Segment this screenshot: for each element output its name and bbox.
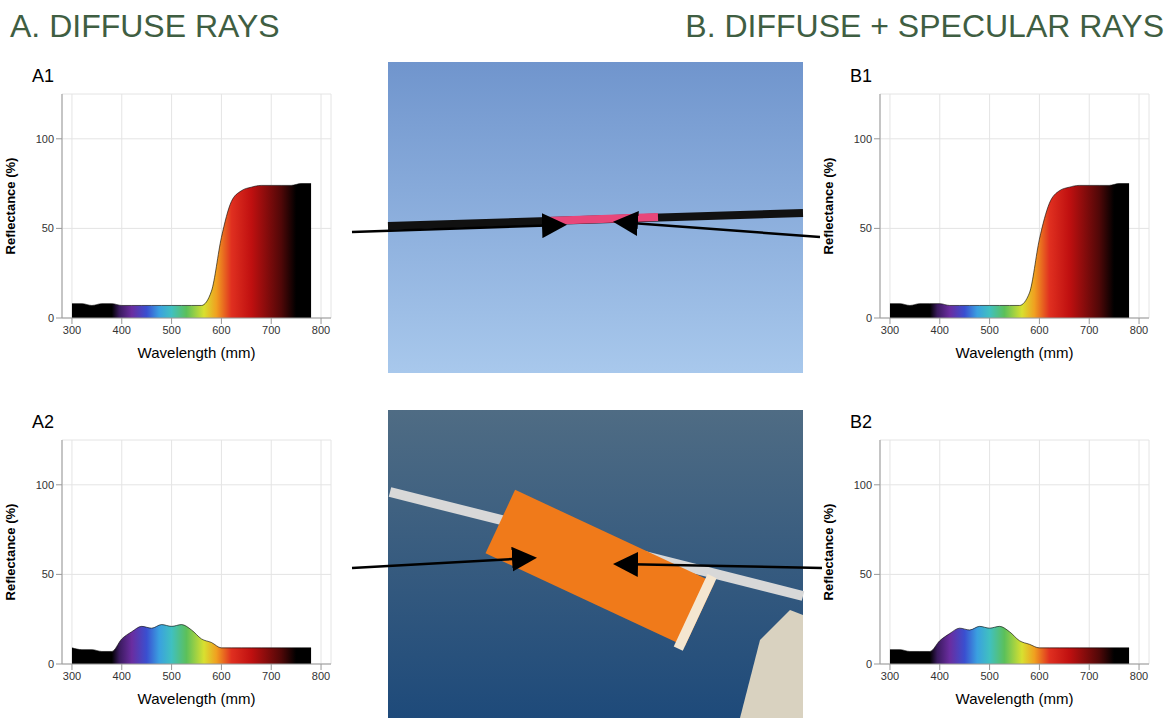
svg-text:Wavelength (mm): Wavelength (mm) bbox=[956, 344, 1074, 361]
svg-text:50: 50 bbox=[860, 222, 872, 234]
svg-text:100: 100 bbox=[854, 133, 872, 145]
svg-text:500: 500 bbox=[980, 324, 998, 336]
html-text:A1: A1 bbox=[32, 66, 54, 86]
svg-text:0: 0 bbox=[48, 312, 54, 324]
html-text:B2: B2 bbox=[850, 412, 872, 432]
svg-text:700: 700 bbox=[262, 324, 280, 336]
svg-text:300: 300 bbox=[881, 324, 899, 336]
svg-text:Reflectance (%): Reflectance (%) bbox=[821, 158, 836, 255]
svg-text:400: 400 bbox=[931, 324, 949, 336]
svg-text:100: 100 bbox=[36, 133, 54, 145]
svg-text:300: 300 bbox=[63, 670, 81, 682]
svg-text:Reflectance (%): Reflectance (%) bbox=[821, 504, 836, 601]
svg-text:0: 0 bbox=[866, 658, 872, 670]
svg-text:Reflectance (%): Reflectance (%) bbox=[3, 504, 18, 601]
svg-text:700: 700 bbox=[1080, 670, 1098, 682]
svg-text:800: 800 bbox=[312, 324, 330, 336]
svg-text:500: 500 bbox=[162, 324, 180, 336]
svg-text:600: 600 bbox=[212, 670, 230, 682]
svg-text:50: 50 bbox=[42, 222, 54, 234]
svg-text:Wavelength (mm): Wavelength (mm) bbox=[138, 690, 256, 707]
svg-text:800: 800 bbox=[1130, 324, 1148, 336]
svg-text:500: 500 bbox=[980, 670, 998, 682]
html-text:A. DIFFUSE RAYS: A. DIFFUSE RAYS bbox=[10, 8, 280, 44]
svg-text:800: 800 bbox=[1130, 670, 1148, 682]
html-text:A2: A2 bbox=[32, 412, 54, 432]
svg-text:300: 300 bbox=[881, 670, 899, 682]
svg-text:50: 50 bbox=[860, 568, 872, 580]
svg-text:0: 0 bbox=[866, 312, 872, 324]
svg-text:500: 500 bbox=[162, 670, 180, 682]
svg-text:600: 600 bbox=[1030, 670, 1048, 682]
svg-text:Reflectance (%): Reflectance (%) bbox=[3, 158, 18, 255]
svg-text:600: 600 bbox=[1030, 324, 1048, 336]
svg-text:100: 100 bbox=[854, 479, 872, 491]
svg-text:400: 400 bbox=[113, 324, 131, 336]
svg-text:600: 600 bbox=[212, 324, 230, 336]
svg-text:800: 800 bbox=[312, 670, 330, 682]
html-text:B1: B1 bbox=[850, 66, 872, 86]
svg-text:0: 0 bbox=[48, 658, 54, 670]
svg-text:100: 100 bbox=[36, 479, 54, 491]
svg-text:700: 700 bbox=[1080, 324, 1098, 336]
svg-text:400: 400 bbox=[113, 670, 131, 682]
svg-text:400: 400 bbox=[931, 670, 949, 682]
svg-text:50: 50 bbox=[42, 568, 54, 580]
svg-text:300: 300 bbox=[63, 324, 81, 336]
svg-text:700: 700 bbox=[262, 670, 280, 682]
html-text:B. DIFFUSE + SPECULAR RAYS: B. DIFFUSE + SPECULAR RAYS bbox=[685, 8, 1164, 44]
svg-text:Wavelength (mm): Wavelength (mm) bbox=[138, 344, 256, 361]
svg-text:Wavelength (mm): Wavelength (mm) bbox=[956, 690, 1074, 707]
